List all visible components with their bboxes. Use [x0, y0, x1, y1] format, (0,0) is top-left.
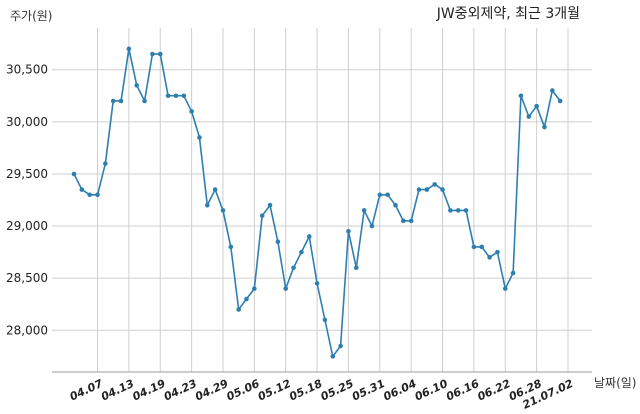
data-point: [181, 93, 187, 99]
data-point: [463, 208, 469, 213]
data-point: [142, 98, 147, 104]
data-point: [385, 192, 390, 198]
data-point: [534, 103, 539, 109]
x-tick-label: 04.13: [99, 377, 136, 404]
data-point: [330, 354, 336, 359]
data-point: [79, 187, 85, 192]
y-tick-label: 29,000: [6, 219, 48, 233]
data-point: [432, 182, 437, 187]
x-tick-label: 06.16: [444, 377, 481, 404]
x-tick-label: 05.25: [319, 377, 356, 404]
x-axis-title: 날짜(일): [594, 376, 636, 390]
data-point: [393, 202, 398, 208]
data-point: [110, 98, 116, 104]
x-tick-label: 04.23: [162, 377, 199, 404]
data-point: [377, 192, 383, 198]
x-tick-label: 05.18: [287, 377, 324, 404]
data-point: [228, 244, 234, 250]
data-point: [518, 93, 524, 99]
chart-title: JW중외제약, 최근 3개월: [436, 6, 580, 22]
data-point: [440, 187, 445, 192]
data-point: [275, 239, 281, 244]
y-tick-label: 30,500: [6, 63, 48, 77]
data-point: [369, 223, 375, 229]
data-point: [487, 255, 492, 260]
data-point: [314, 281, 320, 286]
data-point: [236, 307, 241, 312]
data-point: [542, 124, 547, 130]
y-tick-label: 28,500: [6, 271, 48, 285]
x-tick-label: 06.04: [381, 377, 418, 403]
data-point: [361, 208, 367, 213]
x-tick-label: 04.29: [193, 377, 230, 404]
data-point: [479, 244, 485, 250]
data-point: [510, 270, 516, 276]
data-point: [424, 187, 430, 192]
y-tick-label: 29,500: [6, 167, 48, 181]
data-point: [173, 93, 179, 99]
data-point: [220, 208, 226, 213]
y-tick-labels: 28,000 28,500 29,000 29,500 30,000 30,500: [6, 63, 48, 338]
data-point: [118, 98, 124, 104]
data-point: [205, 202, 210, 208]
x-tick-label: 06.10: [413, 377, 450, 404]
data-point: [103, 161, 108, 166]
data-point: [299, 249, 304, 255]
data-point: [550, 88, 555, 93]
data-point: [495, 249, 500, 255]
data-point: [150, 51, 155, 57]
data-point: [126, 46, 132, 52]
data-point: [87, 192, 92, 198]
data-point: [71, 171, 77, 177]
x-tick-label: 05.06: [225, 377, 262, 404]
data-point: [252, 286, 257, 291]
data-point: [259, 213, 265, 218]
data-point: [471, 244, 477, 250]
x-tick-labels: 04.0704.1304.1904.2304.2905.0605.1205.18…: [68, 377, 576, 412]
data-point: [283, 286, 289, 291]
data-point: [408, 218, 414, 224]
x-tick-label: 06.22: [476, 377, 513, 404]
x-tick-label: 05.12: [256, 377, 293, 404]
x-tick-label: 04.19: [130, 377, 167, 404]
data-point: [291, 265, 296, 271]
data-point: [346, 228, 351, 234]
data-point: [448, 208, 453, 213]
grid: [52, 28, 592, 372]
data-point: [353, 265, 359, 271]
data-point: [244, 296, 249, 302]
price-series: [71, 46, 563, 359]
data-point: [95, 192, 100, 198]
x-tick-label: 05.31: [350, 377, 387, 403]
data-point: [157, 51, 163, 57]
data-point: [416, 187, 422, 192]
data-point: [338, 343, 343, 349]
data-point: [401, 218, 406, 224]
data-point: [322, 317, 328, 323]
data-point: [306, 234, 312, 239]
data-point: [165, 93, 171, 99]
y-tick-label: 28,000: [6, 323, 48, 337]
data-point: [197, 135, 202, 140]
x-tick-label: 04.07: [68, 377, 105, 404]
data-point: [502, 286, 508, 291]
y-tick-label: 30,000: [6, 115, 48, 129]
data-point: [134, 83, 140, 88]
data-point: [212, 187, 218, 192]
data-point: [526, 114, 532, 119]
data-point: [455, 208, 461, 213]
data-point: [189, 109, 194, 114]
data-point: [557, 98, 563, 104]
y-axis-title: 주가(원): [10, 9, 52, 23]
data-point: [267, 202, 273, 208]
